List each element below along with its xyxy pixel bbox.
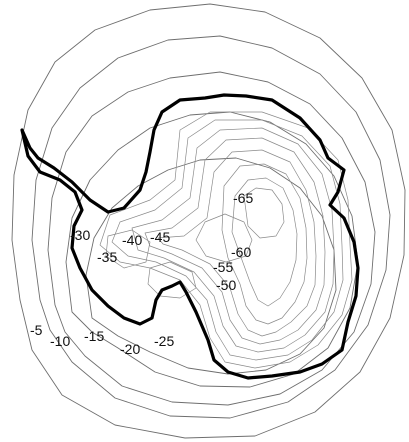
contour-minus5 — [11, 3, 406, 439]
contour-inner-5 — [157, 149, 317, 337]
contour-inner-2 — [111, 119, 344, 361]
contour-label-minus45: -45 — [150, 229, 170, 245]
contour-label-minus40: -40 — [122, 232, 142, 248]
contour-label-minus65: -65 — [233, 190, 253, 206]
contour-label-minus20: -20 — [120, 341, 140, 357]
contour-minus15 — [47, 71, 376, 406]
contour-label-minus55: -55 — [213, 259, 233, 275]
contour-label-minus50: -50 — [216, 277, 236, 293]
contour-inner-7 — [231, 177, 298, 307]
contour-inner-8 — [195, 213, 253, 263]
contour-inner-3 — [131, 127, 335, 353]
antarctic-coastline — [20, 93, 360, 380]
contour-label-minus35: -35 — [97, 249, 117, 265]
contour-inner-11 — [105, 229, 151, 269]
contour-label-minus60: -60 — [231, 244, 251, 260]
contour-label-minus25: -25 — [154, 333, 174, 349]
contour-inner-9 — [243, 187, 285, 239]
contour-minus10 — [31, 35, 391, 419]
contour-inner-1 — [99, 111, 353, 369]
contour-label-minus5: -5 — [30, 322, 43, 338]
contour-label-minus10: -10 — [50, 333, 70, 349]
contour-label-minus30: -30 — [70, 227, 90, 243]
contour-inner-10 — [147, 261, 197, 299]
contour-minus25 — [85, 157, 337, 375]
contour-minus20 — [65, 111, 359, 388]
contour-inner-6 — [221, 163, 308, 325]
contour-label-minus15: -15 — [84, 328, 104, 344]
contour-inner-4 — [144, 137, 326, 345]
